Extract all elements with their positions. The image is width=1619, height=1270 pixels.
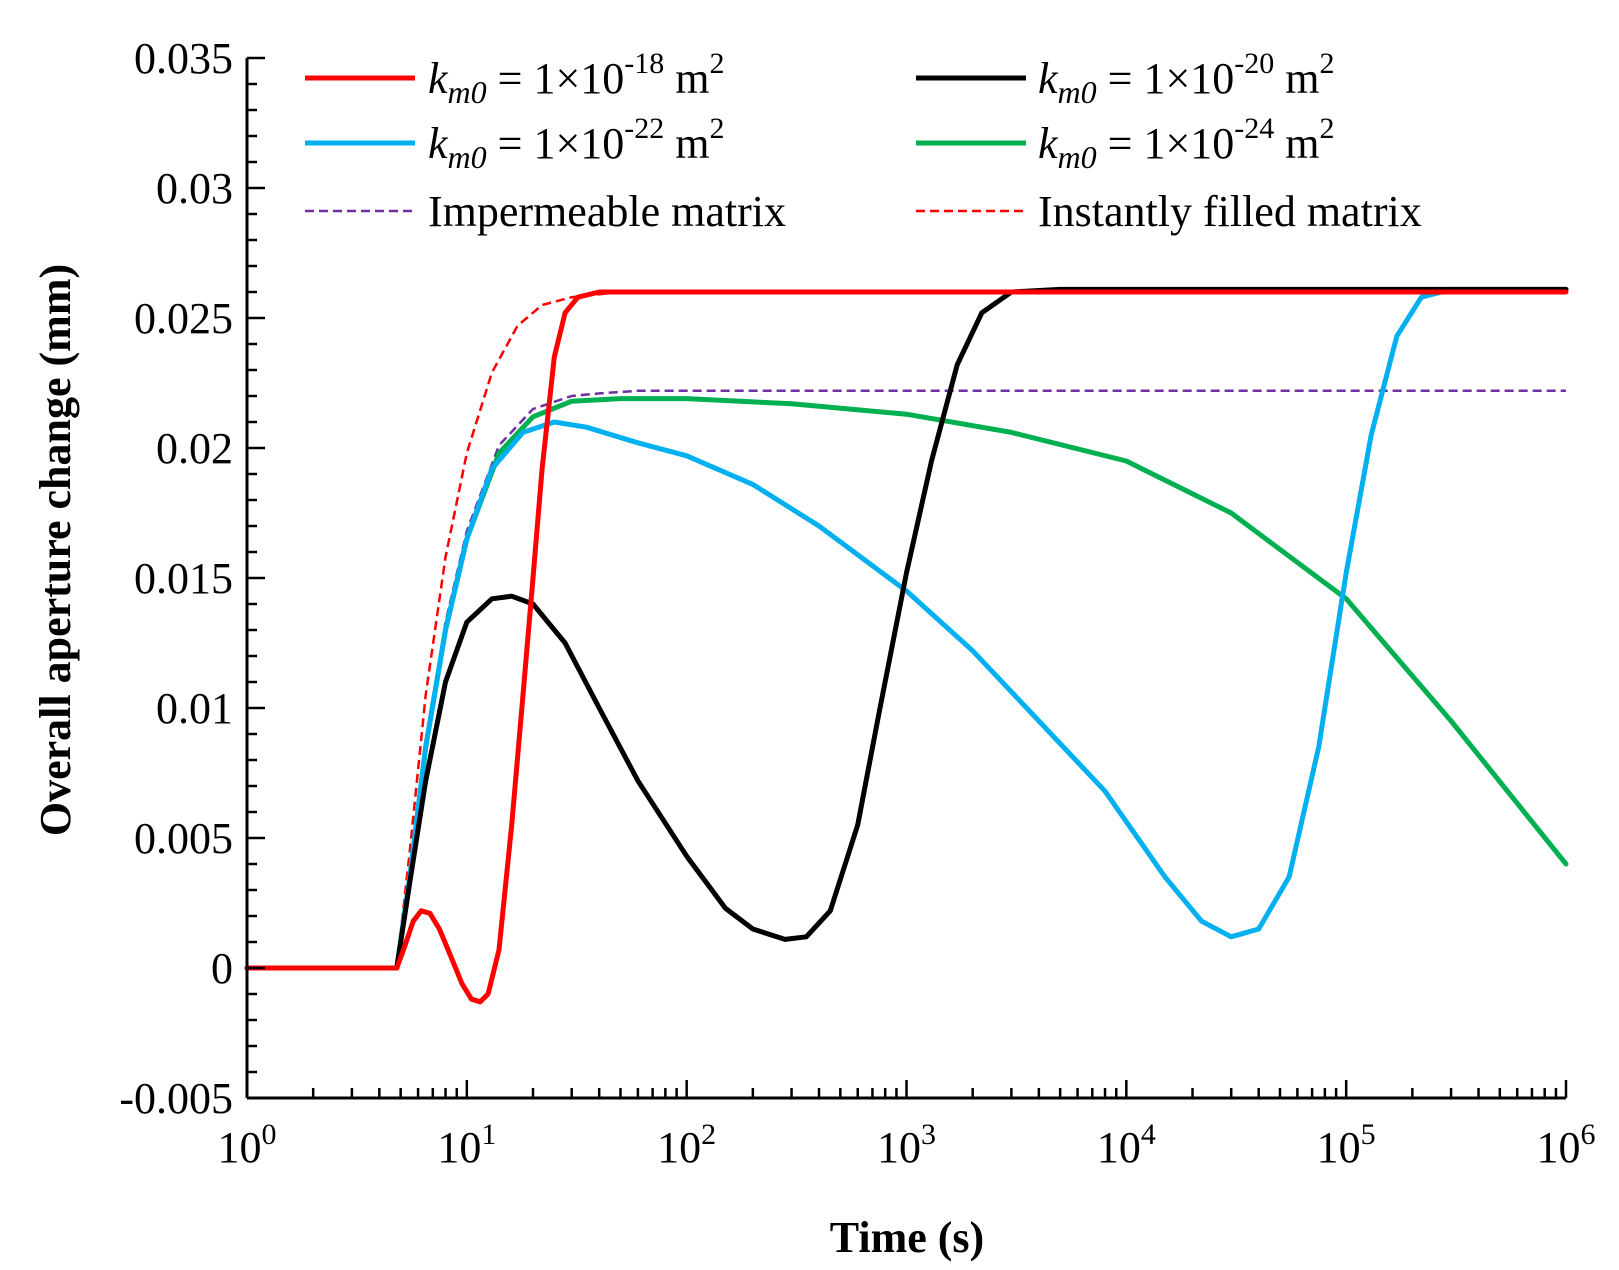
legend-label: km0 = 1×10-24 m2 <box>1038 112 1335 175</box>
x-tick-label: 102 <box>657 1118 716 1172</box>
series-line-5 <box>247 290 653 970</box>
y-tick-label: 0.01 <box>156 684 233 733</box>
y-tick-label: 0.02 <box>156 424 233 473</box>
legend-item-2: km0 = 1×10-22 m2 <box>305 112 725 175</box>
legend-label: Impermeable matrix <box>428 187 786 236</box>
y-axis-title: Overall aperture change (mm) <box>31 264 80 836</box>
series-line-1 <box>244 286 1569 971</box>
y-tick-label: 0 <box>211 944 233 993</box>
y-tick-label: -0.005 <box>119 1074 233 1123</box>
legend-item-5: Instantly filled matrix <box>916 187 1422 236</box>
plot-lines <box>244 286 1569 1005</box>
axes: -0.00500.0050.010.0150.020.0250.030.035 … <box>119 34 1595 1172</box>
x-ticks <box>245 1080 1568 1098</box>
series-line-0 <box>244 289 1569 1005</box>
legend-item-4: Impermeable matrix <box>305 187 786 236</box>
x-tick-label: 104 <box>1097 1118 1156 1172</box>
y-ticks <box>247 56 265 1100</box>
legend-item-3: km0 = 1×10-24 m2 <box>916 112 1335 175</box>
x-tick-label: 106 <box>1537 1118 1596 1172</box>
y-tick-labels: -0.005 0 0.005 0.01 0.015 0.02 0.025 0.03 0.035 <box>119 34 233 1123</box>
series-line-2 <box>244 286 1569 971</box>
y-tick-label: 0.015 <box>134 554 233 603</box>
legend-label: km0 = 1×10-20 m2 <box>1038 47 1335 110</box>
x-tick-label: 103 <box>877 1118 936 1172</box>
y-tick-label: 0.005 <box>134 814 233 863</box>
legend-label: km0 = 1×10-18 m2 <box>428 47 725 110</box>
legend-label: km0 = 1×10-22 m2 <box>428 112 725 175</box>
x-tick-labels: 100 101 102 103 104 105 106 <box>218 1118 1596 1172</box>
legend-label: Instantly filled matrix <box>1038 187 1422 236</box>
y-tick-label: 0.035 <box>134 34 233 83</box>
legend-item-0: km0 = 1×10-18 m2 <box>305 47 725 110</box>
x-tick-label: 100 <box>218 1118 277 1172</box>
legend-item-1: km0 = 1×10-20 m2 <box>916 47 1335 110</box>
x-tick-label: 101 <box>437 1118 496 1172</box>
y-tick-label: 0.03 <box>156 164 233 213</box>
x-tick-label: 105 <box>1317 1118 1376 1172</box>
y-tick-label: 0.025 <box>134 294 233 343</box>
x-axis-title: Time (s) <box>830 1213 984 1262</box>
